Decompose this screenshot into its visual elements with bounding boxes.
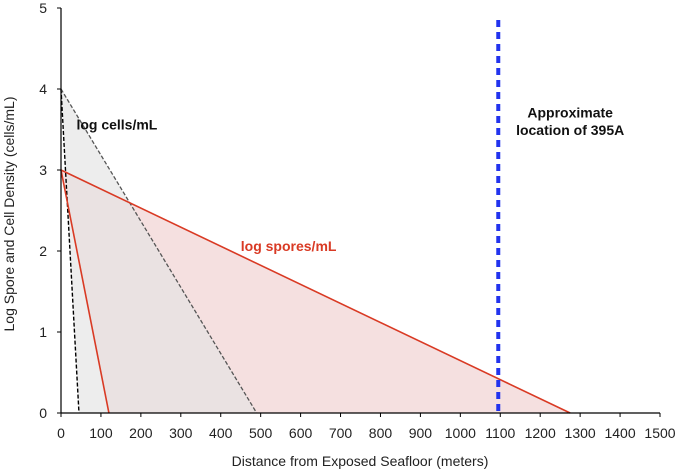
- x-tick-label: 700: [329, 425, 353, 441]
- y-tick-label: 2: [39, 243, 47, 259]
- x-tick-label: 200: [129, 425, 153, 441]
- x-tick-label: 400: [209, 425, 233, 441]
- series-line-1-1: [60, 169, 571, 414]
- x-tick-label: 1500: [644, 425, 675, 441]
- x-tick-label: 500: [249, 425, 273, 441]
- annotations: log cells/mL log spores/mL Approximate loca…: [76, 104, 624, 254]
- x-tick-label: 900: [409, 425, 433, 441]
- y-tick-label: 5: [39, 0, 47, 16]
- x-tick-label: 0: [57, 425, 65, 441]
- y-tick-label: 3: [39, 162, 47, 178]
- annotation-2: Approximate: [527, 104, 613, 120]
- axes: [60, 8, 660, 414]
- series-line-0-1: [60, 88, 258, 414]
- ticks: 0 1 2 3 4 5 0 100 200 300 400 500 600 700 800 900 1000 11…: [39, 0, 676, 441]
- series-line-0-0: [60, 88, 80, 414]
- y-axis-title: Log Spore and Cell Density (cells/mL): [1, 97, 17, 332]
- x-tick-label: 300: [169, 425, 193, 441]
- x-tick-label: 600: [289, 425, 313, 441]
- x-tick-label: 1400: [604, 425, 635, 441]
- annotation-0: log cells/mL: [76, 117, 157, 133]
- x-tick-label: 1200: [525, 425, 556, 441]
- x-tick-label: 800: [369, 425, 393, 441]
- x-axis-title: Distance from Exposed Seafloor (meters): [232, 453, 489, 469]
- x-tick-label: 1300: [565, 425, 596, 441]
- annotation-3: location of 395A: [516, 122, 624, 138]
- y-tick-label: 0: [39, 405, 47, 421]
- annotation-1: log spores/mL: [241, 238, 337, 254]
- x-tick-label: 1100: [485, 425, 515, 441]
- x-tick-label: 1000: [445, 425, 476, 441]
- plot-lines: [60, 20, 571, 414]
- x-tick-label: 100: [89, 425, 113, 441]
- y-tick-label: 4: [39, 81, 47, 97]
- y-tick-label: 1: [39, 324, 47, 340]
- series-line-1-0: [60, 169, 110, 414]
